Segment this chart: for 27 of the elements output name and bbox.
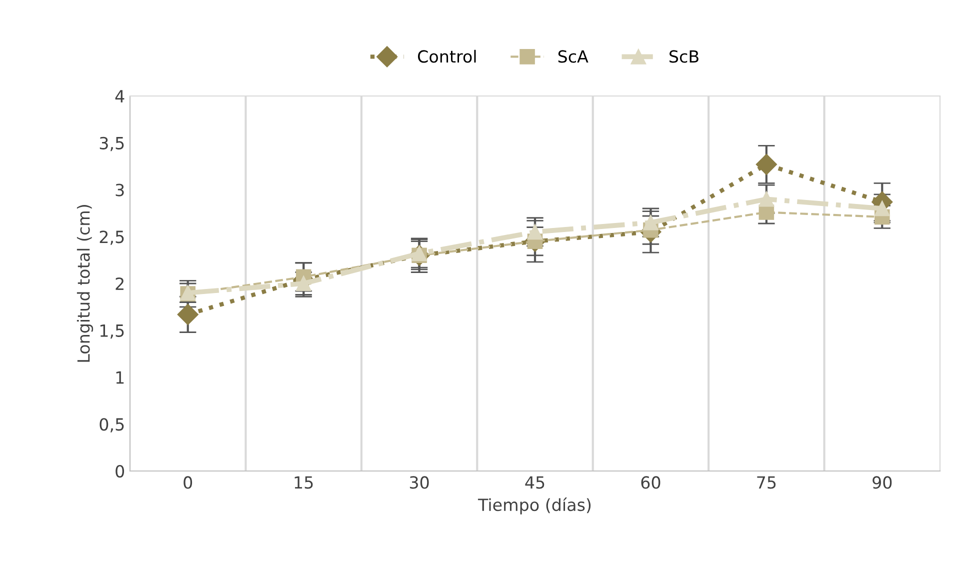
x-tick-label: 75: [757, 476, 776, 489]
legend-label: ScA: [558, 50, 588, 63]
y-tick-label: 0,5: [100, 418, 124, 432]
x-tick-label: 15: [294, 476, 313, 489]
x-tick-label: 30: [410, 476, 429, 489]
x-tick-label: 60: [641, 476, 660, 489]
x-tick-label: 90: [872, 476, 892, 489]
x-tick-label: 45: [525, 476, 544, 489]
y-tick-label: 1: [116, 371, 124, 384]
y-tick-label: 1,5: [100, 324, 124, 339]
point: [874, 200, 890, 216]
x-tick-label: 0: [184, 476, 192, 489]
point: [527, 224, 543, 240]
legend-label: ScB: [670, 50, 698, 63]
y-tick-label: 3: [116, 184, 124, 196]
y-tick-label: 3,5: [100, 136, 124, 152]
point: [758, 191, 774, 207]
legend-label: Control: [418, 50, 476, 63]
y-tick-label: 0: [116, 464, 124, 478]
y-tick-label: 2,5: [100, 230, 124, 245]
y-tick-label: 2: [116, 277, 124, 290]
point: [177, 304, 198, 325]
point: [756, 154, 777, 175]
x-axis-title: Tiempo (días): [478, 498, 591, 514]
y-axis-title: Longitud total (cm): [76, 205, 94, 362]
point: [643, 214, 658, 230]
y-tick-label: 4: [115, 90, 124, 102]
